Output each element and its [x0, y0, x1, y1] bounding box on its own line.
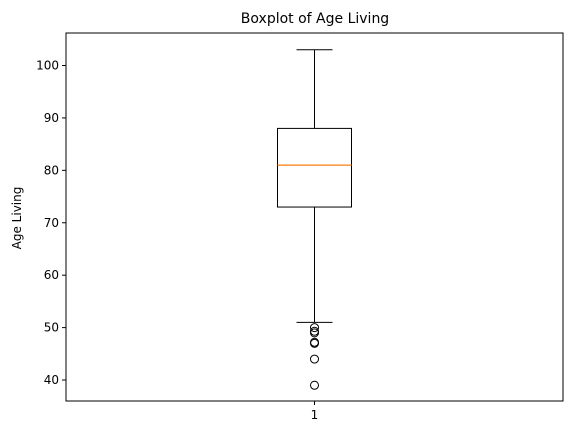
outlier-point: [310, 328, 319, 338]
y-tick-label: 80: [44, 163, 59, 177]
y-tick-label: 40: [44, 373, 59, 387]
x-tick-label: 1: [311, 408, 319, 422]
outlier-point: [310, 323, 319, 333]
boxes-layer: [277, 49, 352, 390]
outlier-point: [310, 380, 319, 390]
y-axis: 40 50 60 70 80 90 100: [36, 59, 66, 387]
y-tick-label: 60: [44, 268, 59, 282]
y-tick-label: 70: [44, 216, 59, 230]
chart-title: Boxplot of Age Living: [241, 11, 389, 27]
y-tick-label: 100: [36, 59, 59, 73]
y-tick-label: 50: [44, 321, 59, 335]
iqr-box: [277, 127, 352, 208]
outlier-point: [310, 338, 319, 348]
y-tick-label: 90: [44, 111, 59, 125]
y-axis-label: Age Living: [10, 187, 24, 250]
x-axis: 1: [311, 401, 319, 422]
outlier-point: [310, 354, 319, 364]
